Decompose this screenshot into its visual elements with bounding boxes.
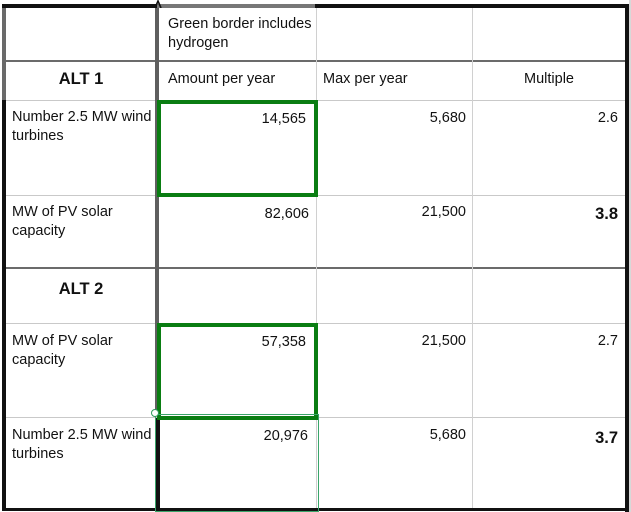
header-note-cell[interactable]: Green border includes hydrogen — [159, 8, 316, 60]
column-header-max[interactable]: Max per year — [323, 71, 408, 87]
empty-cell[interactable] — [317, 269, 472, 323]
header-cell-empty[interactable] — [6, 8, 156, 60]
row-divider — [3, 60, 628, 62]
column-divider — [316, 4, 317, 510]
green-border-hydrogen — [157, 323, 318, 420]
table-border-bottom — [2, 508, 629, 511]
selection-resize-handle[interactable] — [151, 409, 159, 417]
column-divider — [156, 418, 160, 510]
table-edge-shadow — [629, 0, 631, 512]
table-border-left-segment — [2, 8, 6, 100]
amount-cell[interactable]: 82,606 — [264, 206, 309, 222]
mouse-cursor-icon — [154, 0, 162, 8]
amount-cell-selected[interactable]: 20,976 — [263, 428, 308, 444]
multiple-cell[interactable]: 2.7 — [597, 333, 618, 349]
header-cell-empty[interactable] — [317, 8, 472, 60]
max-cell[interactable]: 21,500 — [421, 204, 466, 220]
table-border-left — [2, 4, 6, 510]
green-border-note: Green border includes hydrogen — [168, 16, 312, 51]
empty-cell[interactable] — [159, 269, 316, 323]
row-label-cell[interactable]: Number 2.5 MW wind turbines — [12, 109, 152, 144]
row-label-cell[interactable]: MW of PV solar capacity — [12, 333, 113, 368]
amount-cell[interactable]: 57,358 — [261, 334, 306, 350]
row-label-cell[interactable]: MW of PV solar capacity — [12, 204, 113, 239]
multiple-cell-highlight[interactable]: 3.8 — [595, 205, 618, 223]
empty-cell[interactable] — [473, 269, 625, 323]
row-divider — [3, 267, 628, 269]
column-divider — [155, 4, 159, 414]
green-border-hydrogen — [157, 100, 318, 197]
cell-selection-outline — [155, 414, 319, 512]
header-cell-empty[interactable] — [473, 8, 625, 60]
max-cell[interactable]: 5,680 — [429, 427, 466, 443]
row-label-cell[interactable]: Number 2.5 MW wind turbines — [12, 427, 152, 462]
table-border-top-segment — [157, 4, 315, 8]
multiple-cell-highlight[interactable]: 3.7 — [595, 429, 618, 447]
max-cell[interactable]: 21,500 — [421, 333, 466, 349]
section-title-alt1[interactable]: ALT 1 — [58, 70, 104, 88]
table-border-right — [625, 4, 629, 512]
column-header-multiple[interactable]: Multiple — [524, 71, 574, 87]
section-title-alt2[interactable]: ALT 2 — [58, 280, 104, 298]
column-divider — [472, 4, 473, 510]
amount-cell[interactable]: 14,565 — [261, 111, 306, 127]
multiple-cell[interactable]: 2.6 — [597, 110, 618, 126]
column-header-amount[interactable]: Amount per year — [168, 71, 276, 87]
table-border-top — [3, 4, 631, 8]
max-cell[interactable]: 5,680 — [429, 110, 466, 126]
